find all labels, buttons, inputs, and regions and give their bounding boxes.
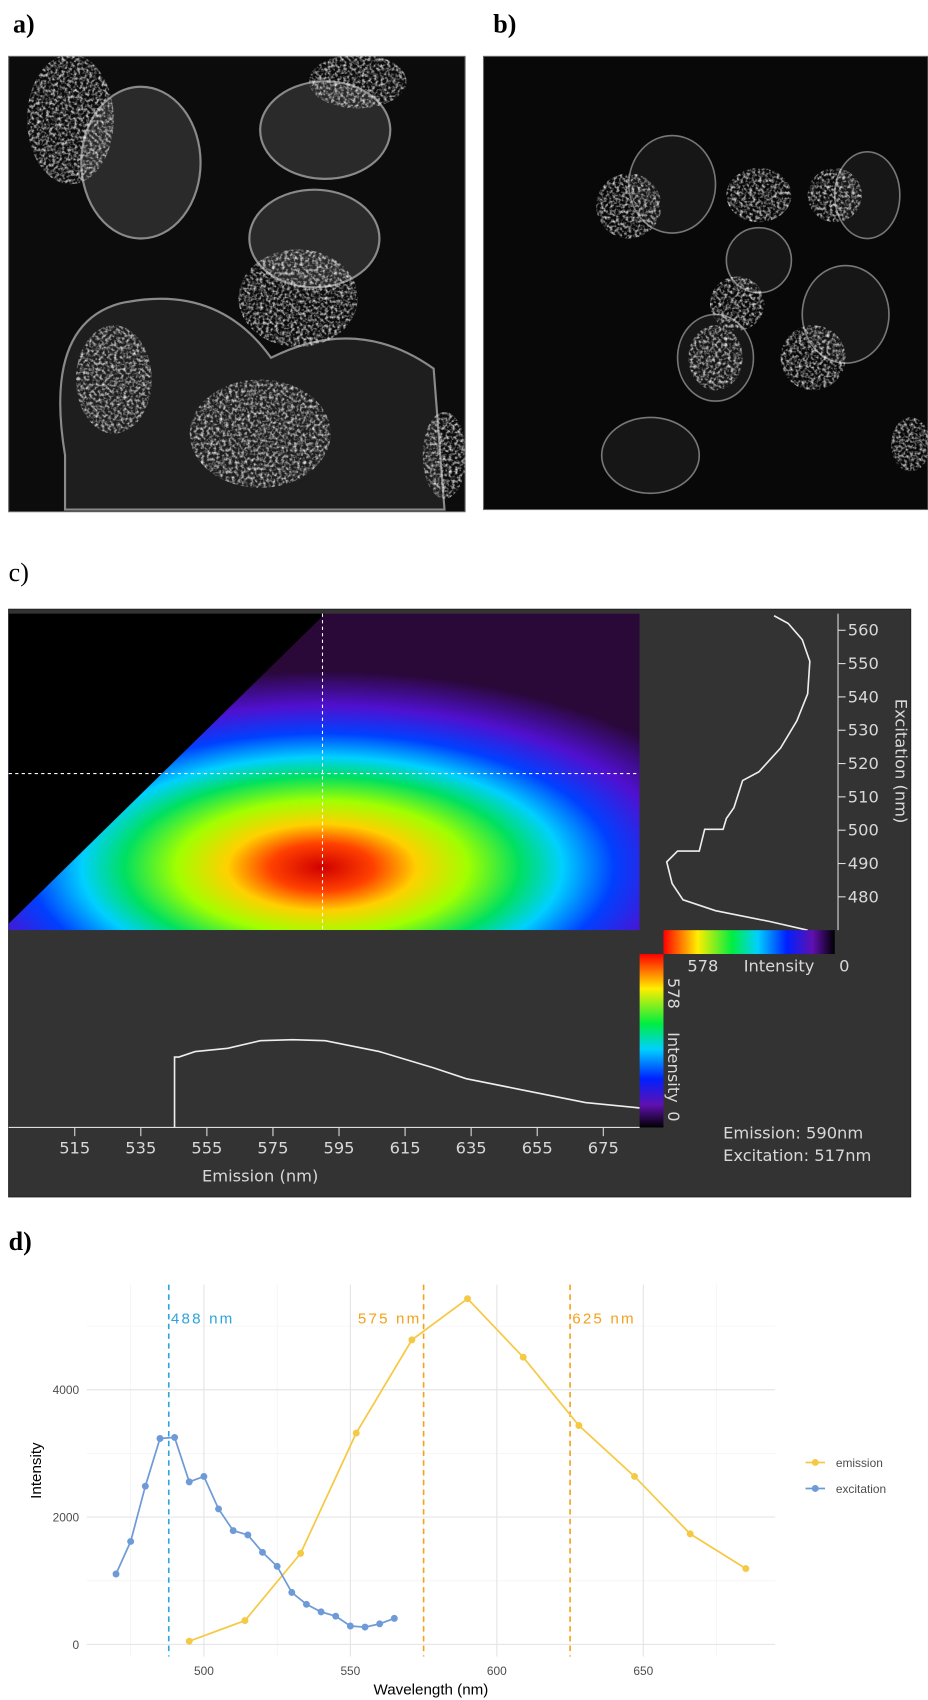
point [362, 1624, 369, 1631]
x-tick-label: 515 [59, 1138, 90, 1157]
point [171, 1434, 178, 1441]
y-tick-label: 4000 [53, 1383, 80, 1397]
point [520, 1354, 527, 1361]
x-tick-label: 550 [340, 1664, 360, 1678]
point [186, 1478, 193, 1485]
y-tick-label: 490 [848, 854, 879, 873]
point [318, 1608, 325, 1615]
colorbar-max: 578 [664, 978, 683, 1009]
colorbar-vertical [640, 954, 664, 1127]
colorbar-title: Intensity [744, 956, 815, 975]
x-axis-title: Emission (nm) [202, 1167, 318, 1186]
point [288, 1589, 295, 1596]
point [347, 1623, 354, 1630]
point [631, 1473, 638, 1480]
colorbar-min: 0 [664, 1111, 683, 1121]
colorbar-max: 578 [687, 956, 718, 975]
y-tick-label: 0 [73, 1638, 80, 1652]
panel-label: b) [493, 10, 516, 39]
y-tick-label: 540 [848, 687, 879, 706]
point [156, 1435, 163, 1442]
x-tick-label: 655 [522, 1138, 553, 1157]
point [241, 1617, 248, 1624]
micrograph-b [484, 56, 928, 509]
legend-swatch [812, 1459, 819, 1466]
panel-label: a) [13, 10, 35, 39]
y-axis-title: Excitation (nm) [891, 699, 910, 823]
x-tick-label: 635 [456, 1138, 487, 1157]
x-tick-label: 600 [487, 1664, 507, 1678]
point [376, 1620, 383, 1627]
reference-label: 488 nm [171, 1311, 235, 1328]
x-tick-label: 555 [191, 1138, 222, 1157]
point [186, 1638, 193, 1645]
panel-label: c) [9, 558, 29, 587]
x-tick-label: 575 [257, 1138, 288, 1157]
point [230, 1527, 237, 1534]
point [303, 1601, 310, 1608]
x-tick-label: 675 [588, 1138, 619, 1157]
y-tick-label: 560 [848, 621, 879, 640]
point [353, 1430, 360, 1437]
heatmap [9, 614, 640, 931]
point [127, 1538, 134, 1545]
scaled-figure: a) b) c) d) 578 Intensity 0 578 Intensit… [9, 10, 928, 1699]
point [332, 1613, 339, 1620]
spectra-chart: 500 550 600 650 0 2000 4000 Wavelength (nm) Inte… [28, 1285, 886, 1699]
plot-area [87, 1285, 775, 1657]
point [244, 1531, 251, 1538]
x-tick-label: 650 [633, 1664, 653, 1678]
y-tick-label: 530 [848, 721, 879, 740]
x-tick-label: 615 [390, 1138, 421, 1157]
readout: Excitation: 517nm [723, 1146, 871, 1165]
x-axis-title: Wavelength (nm) [374, 1681, 489, 1698]
y-tick-label: 480 [848, 887, 879, 906]
reference-label: 625 nm [572, 1311, 636, 1328]
point [142, 1483, 149, 1490]
point [200, 1473, 207, 1480]
point [215, 1505, 222, 1512]
x-tick-label: 535 [125, 1138, 156, 1157]
micrograph-a [9, 54, 466, 511]
point [575, 1422, 582, 1429]
point [742, 1565, 749, 1572]
point [259, 1549, 266, 1556]
y-tick-label: 520 [848, 754, 879, 773]
x-tick-label: 500 [194, 1664, 214, 1678]
point [408, 1336, 415, 1343]
figure: a) b) c) d) 578 Intensity 0 578 Intensit… [0, 0, 928, 1700]
point [464, 1295, 471, 1302]
y-tick-label: 2000 [53, 1510, 80, 1524]
readout: Emission: 590nm [723, 1123, 863, 1142]
legend-swatch [812, 1485, 819, 1492]
y-tick-label: 500 [848, 821, 879, 840]
point [687, 1530, 694, 1537]
legend-label: excitation [836, 1482, 886, 1496]
panel-label: d) [9, 1227, 32, 1256]
colorbar-title: Intensity [664, 1032, 683, 1103]
colorbar-horizontal [663, 930, 834, 954]
point [391, 1615, 398, 1622]
spectral-map: 578 Intensity 0 578 Intensity 0 Emission… [9, 609, 911, 1197]
point [113, 1571, 120, 1578]
point [297, 1550, 304, 1557]
reference-label: 575 nm [358, 1311, 422, 1328]
y-axis-title: Intensity [28, 1442, 45, 1499]
y-tick-label: 550 [848, 654, 879, 673]
x-tick-label: 595 [323, 1138, 354, 1157]
point [274, 1563, 281, 1570]
colorbar-min: 0 [839, 956, 849, 975]
y-tick-label: 510 [848, 787, 879, 806]
legend-label: emission [836, 1456, 883, 1470]
